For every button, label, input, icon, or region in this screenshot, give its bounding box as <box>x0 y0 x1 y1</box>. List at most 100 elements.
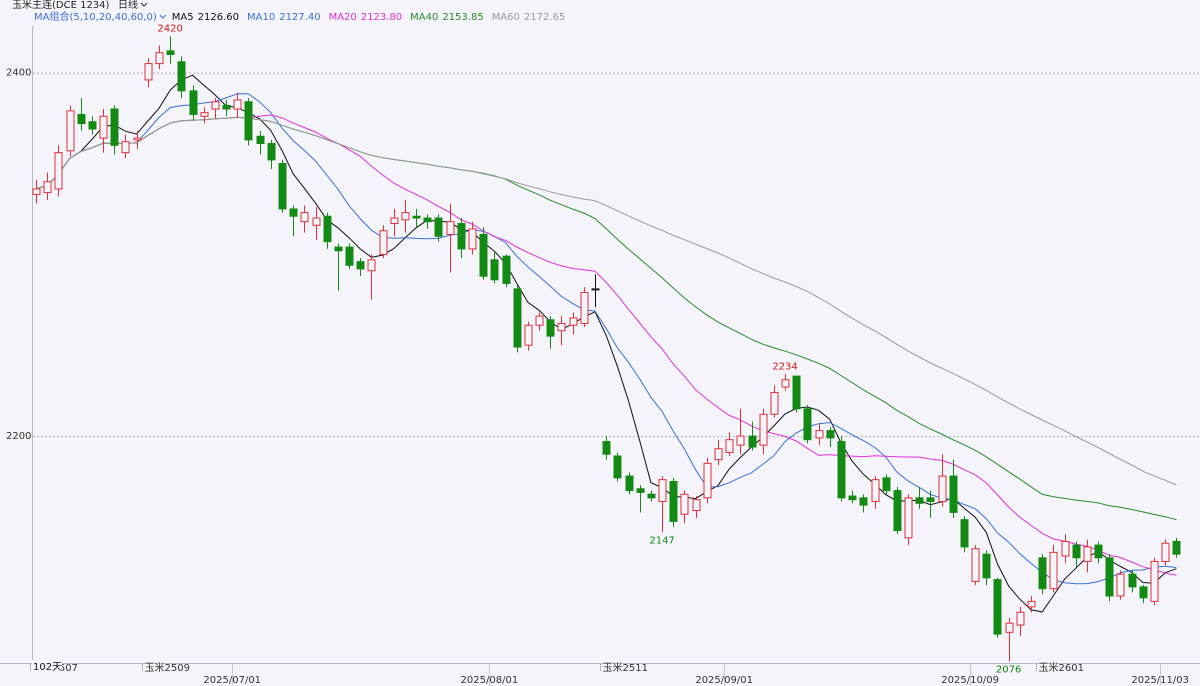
candle-body <box>882 477 891 492</box>
candle-body <box>312 217 321 226</box>
candle-body <box>43 181 52 194</box>
candle-body <box>390 217 399 224</box>
candle-body <box>647 493 656 499</box>
legend-value: 2123.80 <box>361 12 402 23</box>
candle-body <box>893 490 902 532</box>
high-label: 2234 <box>772 361 797 372</box>
candle-body <box>859 497 868 506</box>
legend-value: 2127.40 <box>279 12 320 23</box>
candle-body <box>233 99 242 110</box>
candle-body <box>636 488 645 493</box>
candle-body <box>770 391 779 415</box>
candle-body <box>155 52 164 65</box>
ma-line <box>35 93 1177 585</box>
candle-body <box>200 112 209 117</box>
candle-body <box>1128 573 1137 588</box>
candle-body <box>502 255 511 284</box>
days-label: 102天 <box>33 662 62 673</box>
candle-body <box>1139 586 1148 599</box>
candle-body <box>591 288 600 291</box>
candle-body <box>88 121 97 130</box>
candle-body <box>1172 540 1181 555</box>
candle-body <box>736 435 745 446</box>
candle-body <box>848 495 857 501</box>
candle-body <box>166 50 175 56</box>
candle-body <box>256 135 265 145</box>
candle-body <box>546 319 555 337</box>
period-selector[interactable]: 日线 <box>118 0 138 11</box>
candle-body <box>54 152 63 190</box>
candle-body <box>815 430 824 439</box>
candle-body <box>189 90 198 115</box>
candle-body <box>133 137 142 141</box>
candle-body <box>434 217 443 237</box>
candle-body <box>1150 560 1159 602</box>
candle-body <box>379 230 388 255</box>
candle-body <box>479 233 488 277</box>
candle-body <box>222 104 231 110</box>
legend-name: MA20 <box>329 12 357 23</box>
candle-body <box>993 579 1002 635</box>
candle-body <box>1016 611 1025 626</box>
candle-body <box>99 115 108 139</box>
y-tick-label: 2200 <box>6 431 31 442</box>
ma-group-label: MA组合(5,10,20,40,60,0) <box>34 10 157 23</box>
candle-body <box>110 108 119 146</box>
candle-body <box>692 499 701 512</box>
candle-body <box>300 212 309 223</box>
candle-body <box>524 324 533 346</box>
candle-body <box>915 497 924 504</box>
candle-body <box>446 221 455 235</box>
candle-body <box>837 441 846 499</box>
candle-body <box>803 408 812 441</box>
candle-body <box>938 475 947 502</box>
candle-body <box>367 259 376 272</box>
candle-body <box>490 259 499 281</box>
x-tick-label: 2025/07/01 <box>203 675 261 686</box>
candle-body <box>748 435 757 448</box>
candle-body <box>826 430 835 439</box>
low-label: 2076 <box>996 664 1021 675</box>
legend-name: MA60 <box>492 12 520 23</box>
candle-body <box>177 61 186 92</box>
ma-line <box>35 116 1177 486</box>
candle-body <box>1094 544 1103 559</box>
candle-body <box>680 493 689 515</box>
candle-body <box>714 448 723 461</box>
candle-body <box>759 413 768 446</box>
candle-body <box>613 455 622 479</box>
candle-body <box>703 462 712 499</box>
legend-name: MA40 <box>410 12 438 23</box>
candle-body <box>278 163 287 210</box>
candle-body <box>1038 557 1047 590</box>
candle-body <box>871 479 880 502</box>
candle-body <box>289 208 298 217</box>
candle-body <box>982 553 991 579</box>
candle-body <box>356 261 365 270</box>
candle-body <box>468 228 477 250</box>
candle-body <box>904 497 913 539</box>
legend: MA组合(5,10,20,40,60,0) MA5 2126.60 MA10 2127.… <box>34 10 565 23</box>
candle-body <box>1072 544 1081 559</box>
candle-body <box>323 215 332 243</box>
candle-body <box>602 441 611 455</box>
candle-body <box>457 222 466 250</box>
candle-body <box>32 188 41 195</box>
x-tick-label: 2025/10/09 <box>941 675 999 686</box>
candle-body <box>144 63 153 81</box>
chart-title: 玉米主连(DCE 1234) <box>12 0 110 11</box>
candle-body <box>121 141 130 154</box>
candle-body <box>926 497 935 502</box>
legend-name: MA10 <box>247 12 275 23</box>
contract-label: 玉米2511 <box>603 661 648 674</box>
candle-body <box>1049 551 1058 590</box>
candle-body <box>211 101 220 110</box>
candle-body <box>334 246 343 252</box>
candle-body <box>569 317 578 326</box>
candle-body <box>513 288 522 348</box>
candle-body <box>1105 557 1114 597</box>
chevron <box>159 14 167 19</box>
candle-body <box>412 215 421 219</box>
